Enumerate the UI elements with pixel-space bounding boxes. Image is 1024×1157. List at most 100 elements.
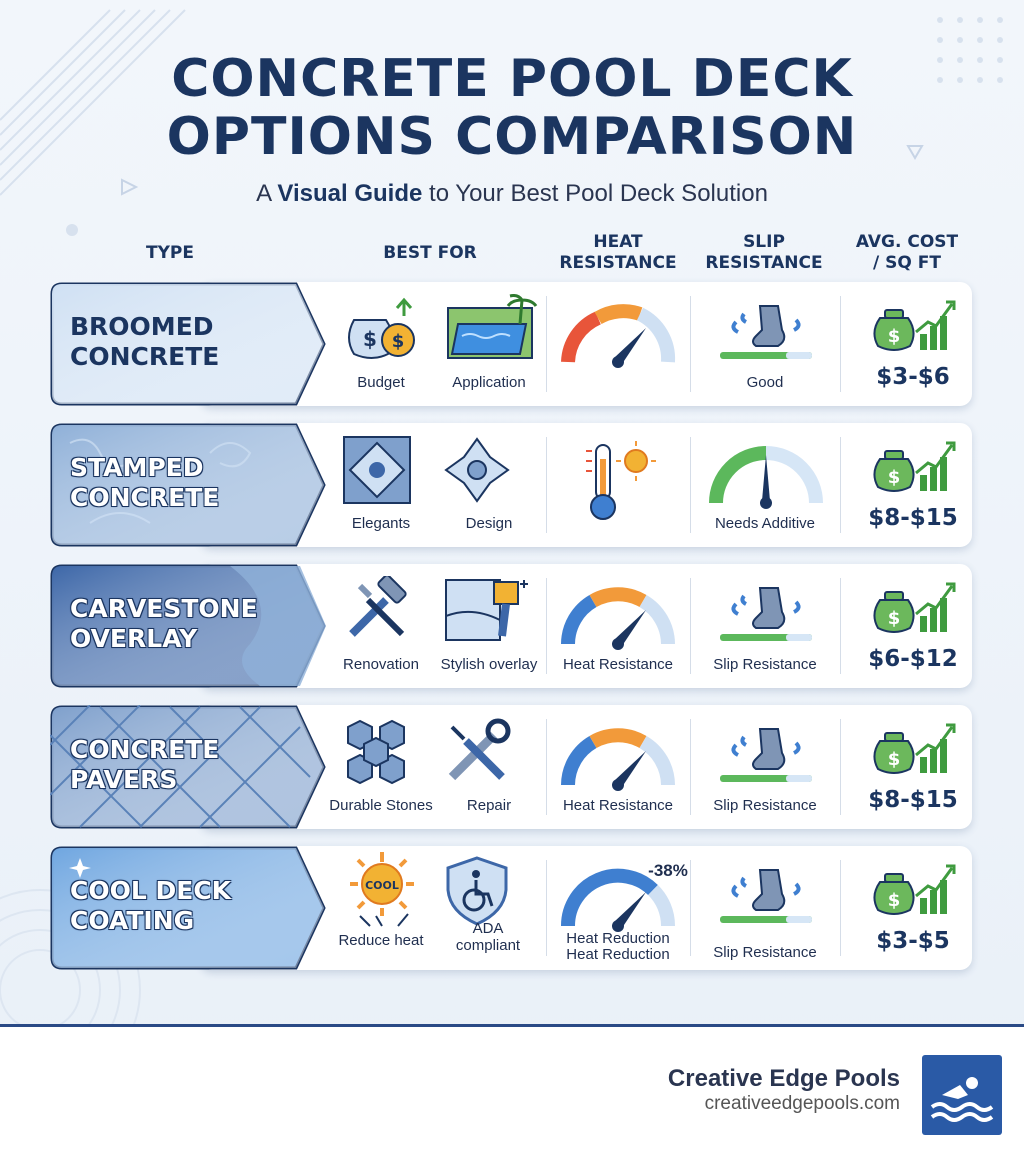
broomed-texture: BROOMED CONCRETE	[50, 282, 326, 406]
subtitle-prefix: A	[256, 180, 278, 207]
column-divider	[690, 578, 691, 674]
deck-type-name: COOL DECK COATING	[70, 876, 310, 936]
subtitle-emphasis: Visual Guide	[277, 180, 423, 207]
ornament-icon	[442, 435, 512, 510]
table-row: STAMPED CONCRETE Elegants Design Needs Addit…	[50, 423, 972, 547]
tools-icon	[342, 574, 412, 651]
header-cost-line-1: AVG. COST	[855, 232, 959, 252]
svg-text:$: $	[888, 890, 901, 911]
header-heat-line-2: RESISTANCE	[559, 253, 677, 273]
slip-label: Needs Additive	[714, 515, 816, 532]
heat-gauge-icon	[558, 866, 678, 941]
deck-type-line-1: BROOMED	[70, 312, 214, 341]
slip-label: Slip Resistance	[713, 656, 817, 673]
stamped-texture: STAMPED CONCRETE	[50, 423, 326, 547]
svg-text:$: $	[363, 327, 377, 351]
heat-label-secondary: Heat Reduction	[566, 946, 670, 963]
svg-text:$: $	[888, 608, 901, 629]
heat-gauge-icon	[558, 584, 678, 659]
deck-type-line-2: CONCRETE	[70, 342, 220, 371]
column-divider	[546, 578, 547, 674]
best-for-label: Budget	[357, 374, 405, 391]
header-best-for: BEST FOR	[383, 243, 477, 263]
header-slip-resistance: SLIP RESISTANCE	[694, 232, 834, 274]
heat-label: Heat Reduction	[566, 930, 670, 947]
deck-type-line-1: STAMPED	[70, 453, 204, 482]
wrench-screwdriver-icon	[442, 717, 512, 792]
header-slip-line-1: SLIP	[743, 232, 785, 252]
deck-type-line-2: COATING	[70, 906, 195, 935]
column-divider	[690, 719, 691, 815]
brand-name: Creative Edge Pools	[667, 1065, 900, 1092]
row-card	[200, 705, 972, 829]
deck-type-name: STAMPED CONCRETE	[70, 453, 310, 513]
cool-sun-icon: COOL	[342, 850, 422, 935]
column-divider	[840, 296, 841, 392]
column-divider	[690, 296, 691, 392]
column-divider	[840, 719, 841, 815]
row-card	[200, 564, 972, 688]
column-divider	[546, 860, 547, 956]
deck-type-line-1: CONCRETE	[70, 735, 220, 764]
header-heat-resistance: HEAT RESISTANCE	[548, 232, 688, 274]
deck-type-line-2: CONCRETE	[70, 483, 220, 512]
slip-label: Slip Resistance	[713, 797, 817, 814]
heat-reduction-badge: -38%	[648, 861, 688, 880]
money-growth-icon: $	[868, 578, 958, 643]
best-for-label: Repair	[466, 797, 512, 814]
best-for-label: ADA compliant	[455, 920, 521, 954]
header-slip-line-2: RESISTANCE	[705, 253, 823, 273]
money-growth-icon: $	[868, 296, 958, 361]
slip-foot-icon	[716, 725, 816, 790]
column-divider	[546, 437, 547, 533]
tile-pattern-icon	[342, 435, 412, 510]
heat-gauge-icon	[558, 725, 678, 800]
slip-label: Slip Resistance	[713, 944, 817, 961]
table-row: BROOMED CONCRETE $ $ Budget Application Good $ $…	[50, 282, 972, 406]
paint-brush-icon	[442, 576, 532, 651]
thermometer-sun-icon	[574, 437, 664, 532]
cost-value: $8-$15	[868, 505, 958, 531]
cost-value: $3-$6	[876, 364, 950, 390]
column-divider	[546, 719, 547, 815]
slip-foot-icon	[716, 584, 816, 649]
accessibility-shield-icon	[442, 854, 512, 933]
header-heat-line-1: HEAT	[593, 232, 643, 252]
column-divider	[840, 437, 841, 533]
cost-value: $6-$12	[868, 646, 958, 672]
money-bag-icon: $ $	[342, 294, 422, 369]
brand-url: creativeedgepools.com	[704, 1093, 900, 1114]
deck-type-line-2: PAVERS	[70, 765, 178, 794]
title-line-2: OPTIONS COMPARISON	[166, 107, 858, 167]
best-for-label: Elegants	[351, 515, 411, 532]
paver-texture: CONCRETE PAVERS	[50, 705, 326, 829]
footer: Creative Edge Pools creativeedgepools.co…	[0, 1024, 1024, 1157]
table-row: COOL DECK COATING COOL Reduce heat ADA compli…	[50, 846, 972, 970]
deck-type-line-1: COOL DECK	[70, 876, 232, 905]
best-for-label: Stylish overlay	[440, 656, 538, 673]
table-row: CARVESTONE OVERLAY Renovation Stylish overl…	[50, 564, 972, 688]
money-growth-icon: $	[868, 860, 958, 925]
deck-type-name: CONCRETE PAVERS	[70, 735, 310, 795]
deck-type-line-2: OVERLAY	[70, 624, 198, 653]
best-for-label: Application	[452, 374, 526, 391]
column-divider	[546, 296, 547, 392]
pool-icon	[442, 294, 538, 369]
row-card	[200, 423, 972, 547]
carvestone-texture: CARVESTONE OVERLAY	[50, 564, 326, 688]
deck-type-name: BROOMED CONCRETE	[70, 312, 310, 372]
deck-type-line-1: CARVESTONE	[70, 594, 258, 623]
best-for-label: Renovation	[343, 656, 419, 673]
heat-gauge-icon	[558, 302, 678, 377]
cool-deck-texture: COOL DECK COATING	[50, 846, 326, 970]
column-divider	[690, 860, 691, 956]
best-for-label: Durable Stones	[329, 797, 433, 814]
slip-gauge-icon	[706, 443, 826, 518]
background-decoration	[0, 9, 1003, 1024]
subtitle-suffix: to Your Best Pool Deck Solution	[422, 180, 768, 207]
slip-foot-icon	[716, 302, 816, 367]
table-row: CONCRETE PAVERS Durable Stones Repair Heat R…	[50, 705, 972, 829]
header-avg-cost: AVG. COST / SQ FT	[842, 232, 972, 274]
page-title: CONCRETE POOL DECK OPTIONS COMPARISON	[0, 50, 1024, 166]
deck-type-name: CARVESTONE OVERLAY	[70, 594, 310, 654]
